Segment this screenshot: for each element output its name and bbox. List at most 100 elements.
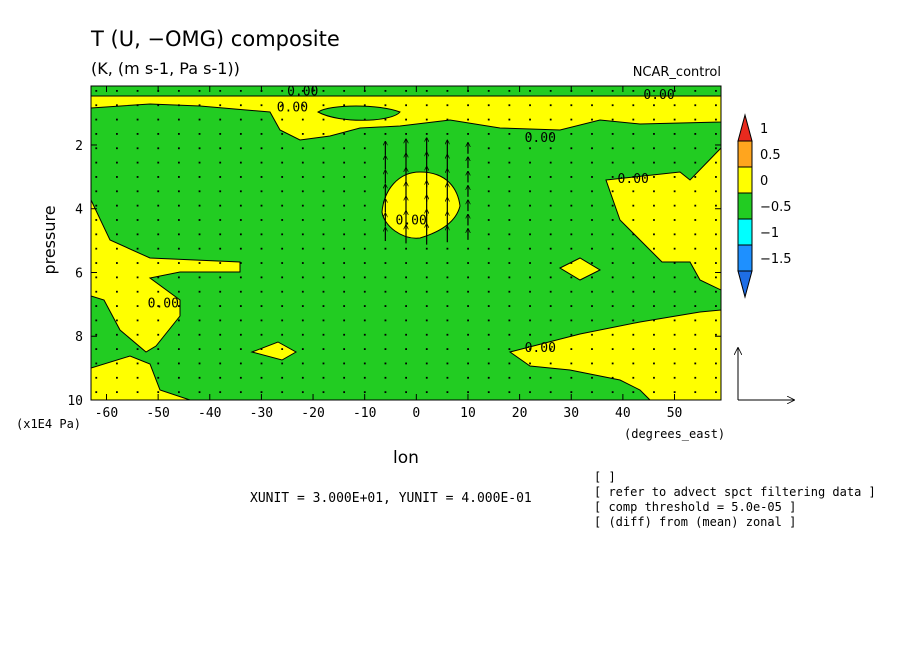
vector-dot — [405, 319, 407, 322]
vector-dot — [694, 391, 697, 394]
vector-dot — [322, 147, 325, 150]
vector-dot — [611, 147, 614, 150]
legend-swatch — [737, 192, 753, 220]
vector-dot — [653, 133, 655, 135]
vector-dot — [715, 104, 717, 107]
vector-dot — [281, 89, 284, 92]
vector-dot — [632, 262, 635, 264]
vector-dot — [715, 190, 717, 193]
vector-dot — [487, 147, 490, 150]
vector-dot — [157, 319, 160, 322]
vector-dot — [95, 376, 98, 379]
vector-dot — [549, 104, 552, 107]
vector-dot — [239, 262, 242, 264]
x-tick-label: -50 — [146, 406, 169, 421]
note-line: [ refer to advect spct filtering data ] — [594, 485, 876, 499]
vector-dot — [384, 89, 387, 92]
vector-dot — [239, 161, 242, 164]
vector-dot — [529, 276, 531, 279]
vector-dot — [446, 391, 449, 394]
vector-dot — [487, 348, 490, 350]
vector-dot — [116, 348, 118, 350]
vector-dot — [384, 133, 387, 135]
vector-dot — [157, 219, 160, 221]
vector-dot — [467, 276, 469, 279]
vector-dot — [322, 348, 325, 350]
legend-swatch — [737, 218, 753, 246]
vector-dot — [322, 391, 325, 394]
vector-dot — [363, 333, 366, 336]
vector-dot — [219, 333, 222, 336]
vector-dot — [653, 348, 655, 350]
vector-dot — [157, 176, 160, 178]
vector-dot — [611, 176, 614, 178]
vector-dot — [219, 391, 222, 394]
contour-label: 0.00 — [643, 88, 674, 103]
vector-dot — [343, 362, 346, 365]
vector-dot — [425, 348, 428, 350]
vector-dot — [177, 376, 180, 379]
vector-dot — [653, 290, 655, 293]
vector-dot — [260, 118, 263, 121]
vector-dot — [673, 376, 676, 379]
vector-dot — [405, 376, 407, 379]
vector-dot — [116, 118, 118, 121]
vector-dot — [673, 319, 676, 322]
vector-dot — [549, 333, 552, 336]
vector-dot — [384, 247, 387, 250]
vector-dot — [632, 219, 635, 221]
vector-dot — [116, 219, 118, 221]
vector-dot — [508, 305, 511, 307]
vector-dot — [694, 219, 697, 221]
vector-dot — [653, 89, 655, 92]
vector-dot — [301, 233, 304, 236]
vector-dot — [653, 362, 655, 365]
contour-label: 0.00 — [396, 214, 427, 229]
vector-dot — [487, 104, 490, 107]
vector-dot — [611, 233, 614, 236]
vector-dot — [591, 276, 593, 279]
vector-dot — [653, 233, 655, 236]
vector-dot — [239, 319, 242, 322]
vector-dot — [343, 176, 346, 178]
x-tick-label: 30 — [563, 406, 579, 421]
vector-dot — [487, 133, 490, 135]
vector-dot — [549, 133, 552, 135]
vector-dot — [157, 233, 160, 236]
x-tick-label: 20 — [512, 406, 528, 421]
vector-dot — [632, 319, 635, 322]
legend-swatch — [737, 244, 753, 272]
vector-dot — [653, 276, 655, 279]
vector-dot — [508, 118, 511, 121]
vector-dot — [301, 290, 304, 293]
vector-dot — [715, 133, 717, 135]
vector-dot — [301, 118, 304, 121]
vector-dot — [570, 219, 573, 221]
vector-dot — [446, 262, 449, 264]
vector-dot — [549, 176, 552, 178]
vector-dot — [136, 219, 139, 221]
vector-dot — [219, 305, 222, 307]
vector-dot — [136, 333, 139, 336]
vector-dot — [198, 176, 201, 178]
vector-dot — [487, 161, 490, 164]
vector-dot — [611, 319, 614, 322]
vector-dot — [425, 319, 428, 322]
vector-dot — [467, 118, 469, 121]
vector-dot — [715, 391, 717, 394]
vector-dot — [343, 89, 346, 92]
vector-dot — [198, 362, 201, 365]
vector-dot — [715, 333, 717, 336]
vector-dot — [301, 305, 304, 307]
vector-dot — [198, 262, 201, 264]
vector-dot — [219, 219, 222, 221]
vector-dot — [281, 391, 284, 394]
vector-dot — [343, 204, 346, 207]
vector-dot — [116, 362, 118, 365]
vector-dot — [177, 290, 180, 293]
vector-dot — [425, 290, 428, 293]
vector-dot — [673, 133, 676, 135]
vector-dot — [157, 133, 160, 135]
vector-dot — [343, 276, 346, 279]
vector-dot — [177, 319, 180, 322]
